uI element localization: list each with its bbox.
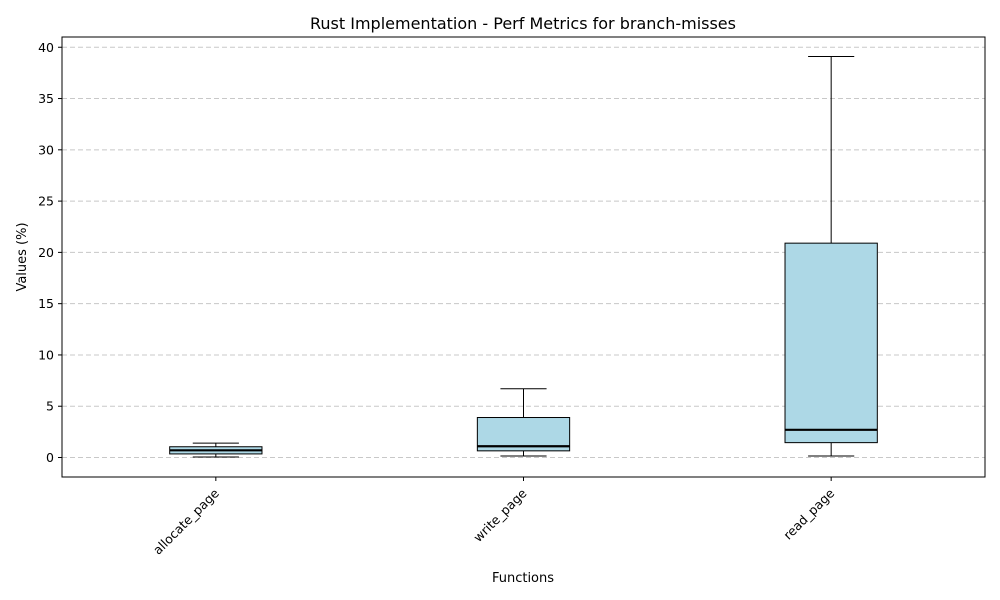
y-axis-ticks: 0 5 10 15 20 25 30 35 40 xyxy=(38,40,62,465)
box-allocate_page xyxy=(169,442,263,458)
x-tick-label: read_page xyxy=(780,485,837,542)
y-tick-label: 25 xyxy=(38,194,54,209)
y-tick-label: 35 xyxy=(38,91,54,106)
y-axis-label: Values (%) xyxy=(15,222,30,291)
y-tick-label: 5 xyxy=(46,399,54,414)
x-tick-label: write_page xyxy=(470,485,530,545)
box-write_page xyxy=(476,388,571,457)
x-axis-ticks: allocate_page write_page read_page xyxy=(150,477,838,558)
y-tick-label: 0 xyxy=(46,450,54,465)
x-axis-label: Functions xyxy=(492,571,554,586)
y-tick-label: 30 xyxy=(38,142,54,157)
y-tick-label: 15 xyxy=(38,296,54,311)
box-series xyxy=(169,55,878,458)
iqr-box xyxy=(784,242,878,444)
x-tick-label: allocate_page xyxy=(150,485,222,557)
y-tick-label: 40 xyxy=(38,40,54,55)
y-tick-label: 10 xyxy=(38,347,54,362)
chart-title: Rust Implementation - Perf Metrics for b… xyxy=(310,14,736,33)
y-tick-label: 20 xyxy=(38,245,54,260)
box-read_page xyxy=(784,55,878,457)
